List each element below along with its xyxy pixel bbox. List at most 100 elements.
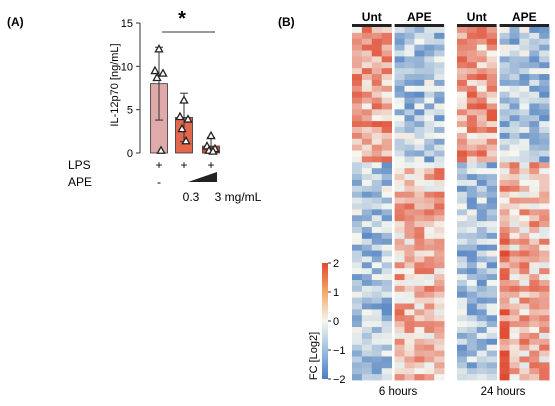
heatmap-cell (394, 44, 405, 51)
heatmap-cell (529, 138, 540, 146)
heatmap-cell (529, 174, 540, 181)
heatmap-cell (394, 368, 405, 375)
heatmap-cell (414, 374, 425, 381)
heatmap-cell (361, 168, 373, 175)
heatmap-cell (381, 227, 392, 234)
heatmap-cell (457, 38, 468, 46)
heatmap-cell (519, 68, 530, 75)
heatmap-cell (414, 127, 425, 134)
heatmap-cell (404, 332, 415, 340)
heatmap-cell (509, 297, 520, 304)
heatmap-cell (361, 150, 373, 157)
heatmap-cell (371, 209, 383, 216)
heatmap-cell (381, 321, 392, 328)
heatmap-cell (371, 150, 383, 157)
heatmap-cell (361, 327, 373, 334)
heatmap-cell (394, 238, 405, 246)
heatmap-cell (457, 97, 468, 104)
heatmap-cell (539, 221, 550, 228)
heatmap-cell (371, 368, 383, 375)
heatmap-cell (539, 279, 550, 287)
heatmap-cell (476, 350, 488, 357)
heatmap-cell (539, 109, 550, 116)
heatmap-cell (352, 315, 363, 322)
heatmap-cell (434, 374, 445, 381)
heatmap-cell (352, 303, 363, 310)
heatmap-cell (519, 103, 530, 110)
heatmap-cell (424, 197, 435, 204)
heatmap-cell (414, 185, 425, 193)
heatmap-title: 6 hours (379, 386, 418, 398)
heatmap-cell (361, 85, 373, 93)
heatmap-cell (414, 162, 425, 169)
heatmap-cell (394, 215, 405, 222)
heatmap-cell (539, 315, 550, 322)
heatmap-cell (486, 232, 497, 240)
heatmap-cell (434, 215, 445, 222)
heatmap-cell (476, 250, 488, 257)
heatmap-cell (457, 227, 468, 234)
heatmap-cell (529, 227, 540, 234)
heatmap-cell (371, 27, 383, 34)
heatmap-cell (414, 97, 425, 104)
y-tick-label: 15 (121, 18, 133, 30)
heatmap-cell (434, 291, 445, 299)
heatmap-cell (457, 174, 468, 181)
heatmap-cell (539, 68, 550, 75)
heatmap-cell (394, 256, 405, 263)
heatmaps: Unt APE 6 hours Unt APE 24 hours (352, 10, 550, 398)
heatmap-cell (457, 138, 468, 146)
heatmap-cell (486, 79, 497, 87)
heatmap-cell (539, 303, 550, 310)
heatmap-cell (434, 221, 445, 228)
heatmap-cell (486, 291, 497, 299)
heatmap-cell (466, 209, 478, 216)
heatmap-cell (519, 209, 530, 216)
heatmap-cell (519, 374, 530, 381)
heatmap-cell (466, 103, 478, 110)
heatmap-cell (476, 85, 488, 93)
heatmap-cell (519, 185, 530, 193)
heatmap-cell (434, 144, 445, 151)
heatmap-cell (529, 262, 540, 269)
heatmap-cell (371, 285, 383, 293)
heatmap-cell (352, 338, 363, 346)
heatmap-cell (519, 327, 530, 334)
heatmap-cell (466, 191, 478, 199)
heatmap-cell (434, 356, 445, 363)
group-label: APE (407, 10, 432, 24)
group-bar-unt (352, 24, 392, 27)
heatmap-cell (509, 138, 520, 146)
heatmap-cell (466, 344, 478, 351)
heatmap-cell (371, 144, 383, 151)
heatmap-cell (404, 56, 415, 63)
heatmap-cell (466, 44, 478, 51)
heatmap-cell (486, 103, 497, 110)
y-tick-label: 10 (121, 61, 133, 73)
heatmap-cell (414, 362, 425, 369)
heatmap-cell (424, 91, 435, 98)
heatmap-cell (476, 103, 488, 110)
heatmap-cell (466, 27, 478, 34)
heatmap-cell (499, 132, 510, 140)
heatmap-cell (424, 168, 435, 175)
heatmap-cell (539, 115, 550, 122)
heatmap-cell (509, 109, 520, 116)
heatmap-cell (424, 162, 435, 169)
heatmap-cell (371, 203, 383, 210)
heatmap-cell (476, 191, 488, 199)
heatmap-title: 24 hours (481, 386, 526, 398)
heatmap-cell (371, 32, 383, 40)
heatmap-cell (371, 250, 383, 257)
heatmap-cell (371, 50, 383, 57)
heatmap-cell (424, 56, 435, 63)
heatmap-cell (529, 327, 540, 334)
heatmap-cell (486, 162, 497, 169)
heatmap-cell (476, 68, 488, 75)
heatmap-cell (519, 97, 530, 104)
heatmap-cell (509, 315, 520, 322)
heatmap-cell (371, 297, 383, 304)
heatmap-cell (519, 285, 530, 293)
heatmap-cell (434, 279, 445, 287)
heatmap-cell (404, 50, 415, 57)
